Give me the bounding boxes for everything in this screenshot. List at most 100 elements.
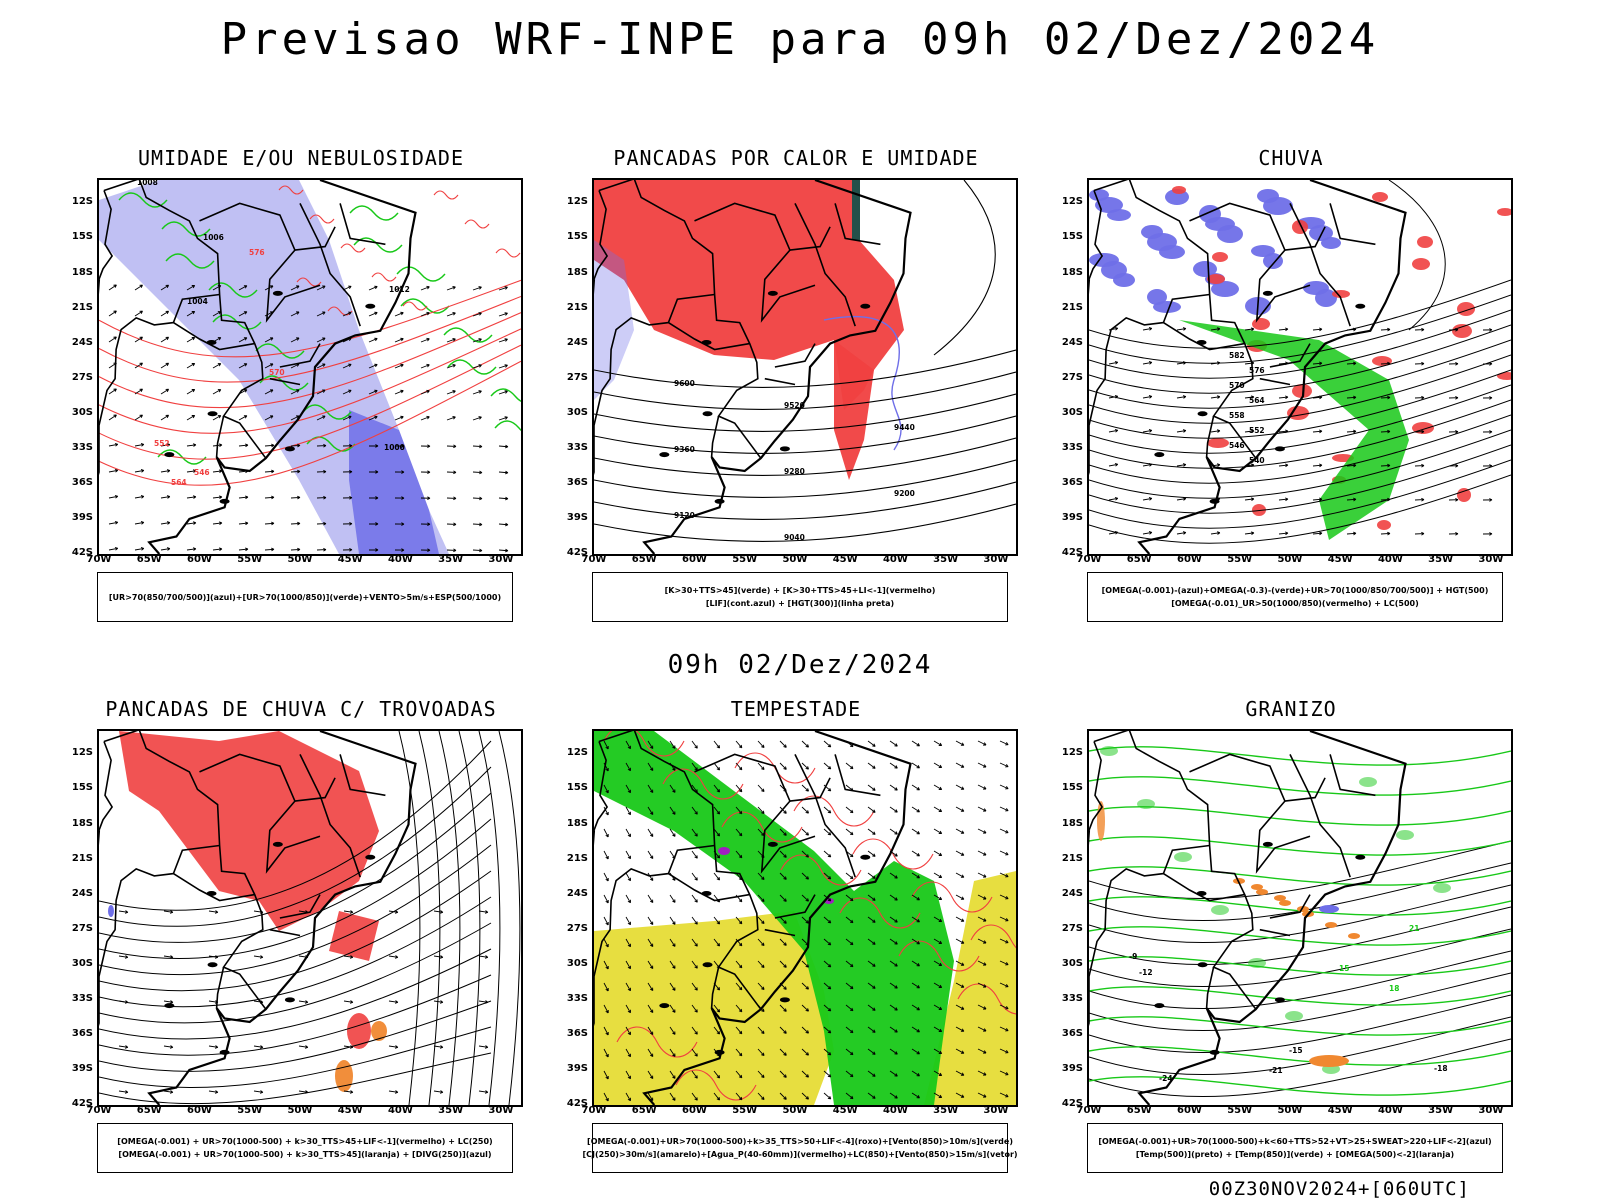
wind-vector — [238, 337, 248, 343]
temp500-isoline — [1089, 1016, 1511, 1075]
wind-vector — [368, 337, 378, 343]
omega-area-red — [1292, 384, 1312, 398]
wind-vector — [647, 938, 654, 948]
wind-vector — [1142, 361, 1153, 365]
wind-vector — [889, 960, 898, 967]
streamline-arrow — [163, 1045, 174, 1049]
wind-vector — [801, 740, 809, 748]
wind-vector — [977, 916, 987, 922]
divergence-area-blue — [108, 905, 114, 917]
lake-marker — [1274, 997, 1285, 1003]
contour-label: -12 — [1139, 968, 1153, 977]
wind-vector — [316, 389, 326, 395]
omega-area-red — [1372, 192, 1388, 202]
wind-vector — [933, 894, 943, 901]
wind-vector — [1278, 327, 1289, 332]
streamline-arrow — [163, 1000, 174, 1004]
streamline-250 — [99, 948, 492, 1040]
wind-vector — [845, 1048, 854, 1056]
hgt300-isoline — [594, 393, 1016, 432]
lon-tick-label: 35W — [1428, 1105, 1454, 1116]
lat-tick-label: 24S — [566, 336, 588, 348]
lon-tick-label: 55W — [237, 1105, 263, 1116]
lon-tick-label: 55W — [732, 554, 758, 565]
lake-marker — [164, 1003, 175, 1009]
wind-vector — [316, 495, 327, 500]
wind-vector — [801, 762, 809, 770]
instability-area-red — [594, 180, 904, 410]
wind-vector — [446, 548, 457, 553]
country-border — [269, 928, 301, 937]
contour-label: 546 — [194, 468, 210, 477]
wind-vector — [108, 494, 119, 499]
wind-vector — [134, 336, 143, 343]
wind-vector — [999, 1048, 1009, 1054]
wind-vector — [160, 414, 170, 421]
wind-vector — [1312, 361, 1323, 366]
wind-vector — [394, 389, 404, 395]
wind-vector — [955, 1070, 965, 1076]
wind-vector — [160, 336, 170, 343]
legend-caption-chuva: [OMEGA(-0.001)-(azul)+OMEGA(-0.3)-(verde… — [1087, 572, 1503, 622]
legend-caption-line: [LIF](cont.azul) + [HGT(300)](linha pret… — [705, 599, 895, 608]
wind-vector — [735, 1004, 743, 1013]
panel-title-chuva: CHUVA — [1258, 146, 1324, 170]
lat-tick-label: 33S — [566, 441, 588, 453]
wind-vector — [446, 364, 456, 369]
wind-vector — [264, 389, 274, 395]
wind-vector — [1176, 327, 1187, 331]
wind-vector — [779, 1026, 787, 1034]
lon-tick-label: 30W — [1478, 1105, 1504, 1116]
contour-label: -18 — [1434, 1064, 1448, 1073]
wind-vector — [691, 960, 698, 969]
lon-tick-label: 50W — [782, 1105, 808, 1116]
wind-vector — [1482, 396, 1493, 400]
lon-tick-label: 40W — [882, 554, 908, 565]
precip-water-contour — [957, 983, 1016, 1015]
omega-area-blue — [1107, 209, 1131, 221]
lake-marker — [701, 890, 712, 896]
wind-vector — [264, 337, 274, 343]
wind-vector — [955, 1026, 965, 1032]
legend-caption-pancadas-trovoadas: [OMEGA(-0.001) + UR>70(1000-500) + k>30_… — [97, 1123, 513, 1173]
lon-tick-label: 65W — [1126, 554, 1152, 565]
lat-tick-label: 12S — [566, 196, 588, 208]
wind-vector — [647, 1026, 654, 1036]
wind-vector — [238, 363, 248, 369]
wind-vector — [472, 444, 483, 449]
hgt500-isoline — [1388, 180, 1446, 331]
thickness-contour-red — [495, 248, 521, 258]
wind-vector — [735, 828, 743, 837]
wind-vector — [757, 740, 765, 749]
wind-vector — [603, 1070, 609, 1080]
temp850-isoline — [1089, 956, 1511, 976]
temp850-contour — [1433, 883, 1451, 893]
lon-tick-label: 35W — [1428, 554, 1454, 565]
country-border — [103, 180, 267, 459]
wind-vector — [316, 311, 326, 317]
wind-vector — [735, 1070, 743, 1079]
wind-vector — [999, 894, 1009, 900]
hgt500-isoline — [1089, 324, 1511, 394]
wind-vector — [1142, 463, 1153, 467]
lat-tick-label: 18S — [566, 266, 588, 278]
wind-vector — [603, 1004, 609, 1014]
contour-label: 1000 — [384, 443, 405, 452]
wind-vector — [669, 828, 676, 837]
wind-vector — [779, 850, 787, 858]
wind-vector — [911, 1048, 920, 1055]
panel-title-pancadas-trovoadas: PANCADAS DE CHUVA C/ TROVOADAS — [105, 697, 497, 721]
streamline-250 — [99, 740, 492, 911]
wind-vector — [647, 1070, 654, 1080]
thickness-line-red — [99, 360, 521, 486]
wind-vector — [669, 784, 676, 793]
wind-vector — [999, 762, 1009, 768]
wind-vector — [498, 312, 508, 317]
lon-tick-label: 60W — [1176, 554, 1202, 565]
country-border — [764, 377, 796, 386]
wind-vector — [625, 1004, 631, 1014]
wind-vector — [911, 806, 920, 813]
country-border — [1189, 753, 1311, 874]
wind-vector — [238, 521, 249, 526]
wind-vector — [779, 916, 787, 924]
